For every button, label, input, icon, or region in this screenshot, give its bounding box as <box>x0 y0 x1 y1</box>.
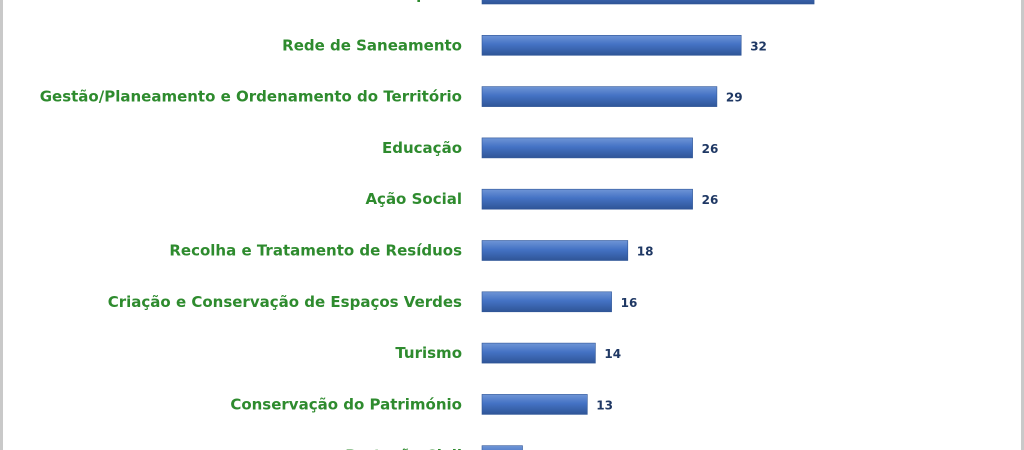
category-label-6: Criação e Conservação de Espaços Verdes <box>108 293 462 311</box>
bar-6 <box>481 291 612 313</box>
bar-2 <box>481 86 718 107</box>
bars-group <box>481 0 815 450</box>
category-label-3: Educação <box>382 139 462 157</box>
category-label-1: Rede de Saneamento <box>282 36 462 54</box>
value-label-8: 13 <box>596 398 613 412</box>
value-label-5: 18 <box>637 245 654 259</box>
category-label-9: Proteção Civil <box>345 447 462 450</box>
bar-7 <box>481 342 596 364</box>
bar-8 <box>481 394 588 415</box>
category-label-8: Conservação do Património <box>230 395 462 413</box>
category-labels-group: Cultura e Desporto Rede de Saneamento Gest… <box>40 0 462 450</box>
value-label-2: 29 <box>726 91 743 105</box>
value-labels-group: 41 32 29 26 26 18 16 14 13 <box>596 0 840 412</box>
value-label-7: 14 <box>604 347 621 361</box>
category-label-5: Recolha e Tratamento de Resíduos <box>169 242 462 260</box>
bar-1 <box>481 34 742 56</box>
category-label-2: Gestão/Planeamento e Ordenamento do Terr… <box>40 88 462 106</box>
bar-3 <box>481 137 693 159</box>
category-label-7: Turismo <box>395 344 462 362</box>
category-label-0: Cultura e Desporto <box>302 0 462 3</box>
bar-9 <box>481 445 523 450</box>
value-label-4: 26 <box>702 193 719 207</box>
bar-chart: Cultura e Desporto Rede de Saneamento Gest… <box>40 0 840 450</box>
bar-0 <box>481 0 815 5</box>
value-label-0: 41 <box>823 0 840 2</box>
value-label-3: 26 <box>702 142 719 156</box>
category-label-4: Ação Social <box>365 190 462 208</box>
bar-5 <box>481 240 629 261</box>
value-label-1: 32 <box>750 39 767 53</box>
bar-4 <box>481 188 693 210</box>
value-label-6: 16 <box>621 296 638 310</box>
